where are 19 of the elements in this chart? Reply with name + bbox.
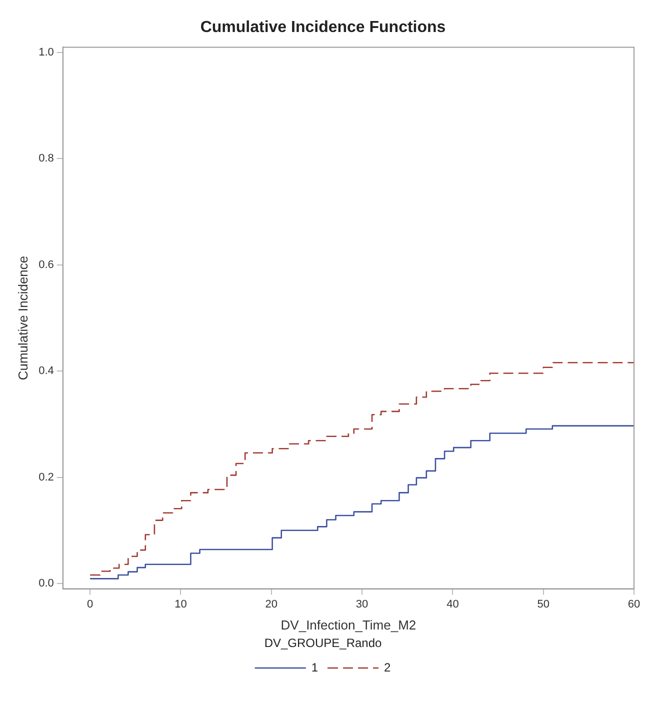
y-tick-label: 0.6 <box>38 258 54 271</box>
x-tick-label: 30 <box>356 598 368 610</box>
y-tick-label: 1.0 <box>38 46 54 59</box>
legend-label: 2 <box>384 660 391 674</box>
x-tick-label: 0 <box>87 598 94 610</box>
y-tick-label: 0.2 <box>38 471 54 484</box>
legend-label: 1 <box>311 660 318 674</box>
y-tick-label: 0.8 <box>38 152 54 165</box>
x-axis-title: DV_Infection_Time_M2 <box>280 617 416 632</box>
x-tick-label: 20 <box>265 598 278 610</box>
x-tick-label: 50 <box>537 598 550 610</box>
y-tick-label: 0.0 <box>38 578 54 590</box>
legend-title: DV_GROUPE_Rando <box>264 636 382 650</box>
chart-title: Cumulative Incidence Functions <box>200 19 446 36</box>
x-tick-label: 10 <box>174 598 187 610</box>
x-tick-label: 60 <box>628 598 640 610</box>
y-axis-title: Cumulative Incidence <box>15 256 30 380</box>
y-tick-label: 0.4 <box>38 365 54 378</box>
x-tick-label: 40 <box>446 598 459 610</box>
